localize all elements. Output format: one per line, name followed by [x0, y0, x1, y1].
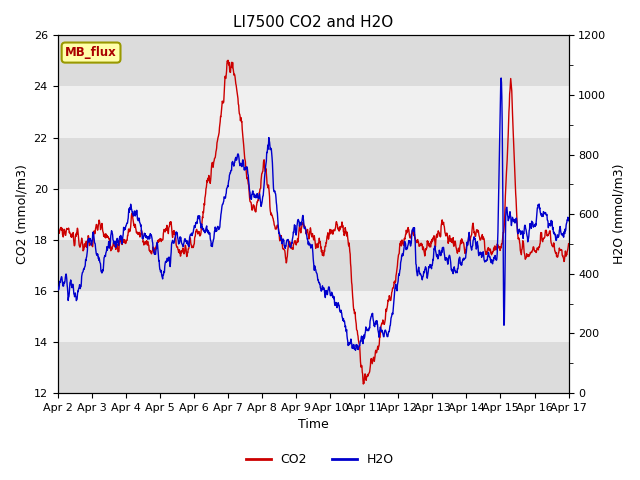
Bar [58, 189, 568, 240]
Bar [58, 240, 568, 291]
Y-axis label: H2O (mmol/m3): H2O (mmol/m3) [612, 164, 625, 264]
X-axis label: Time: Time [298, 419, 328, 432]
Title: LI7500 CO2 and H2O: LI7500 CO2 and H2O [233, 15, 393, 30]
Legend: CO2, H2O: CO2, H2O [241, 448, 399, 471]
Bar [58, 342, 568, 393]
Text: MB_flux: MB_flux [65, 46, 117, 59]
Y-axis label: CO2 (mmol/m3): CO2 (mmol/m3) [15, 164, 28, 264]
Bar [58, 36, 568, 86]
Bar [58, 86, 568, 138]
Bar [58, 291, 568, 342]
Bar [58, 138, 568, 189]
